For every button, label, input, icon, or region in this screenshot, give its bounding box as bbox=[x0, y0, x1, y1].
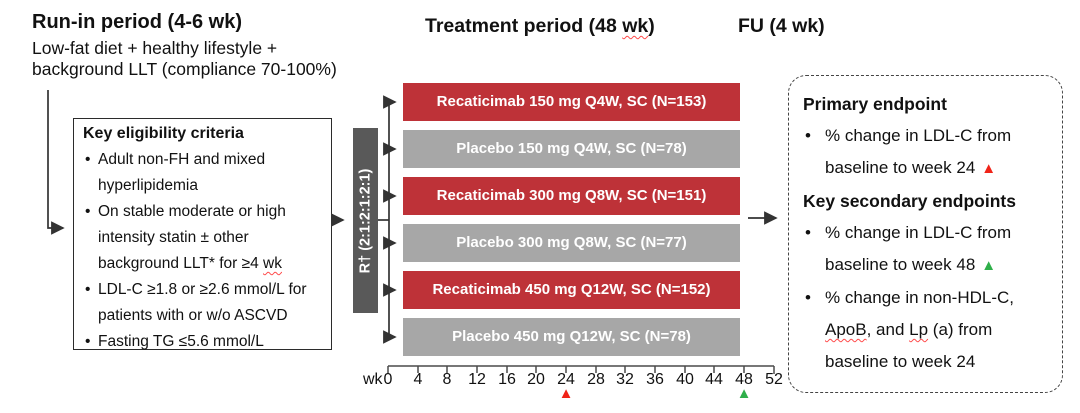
bullet: • bbox=[85, 203, 91, 220]
bullet: • bbox=[85, 333, 91, 350]
week-axis-unit-label: wk bbox=[363, 371, 383, 388]
arm-bar-recaticimab-450: Recaticimab 450 mg Q12W, SC (N=152) bbox=[403, 271, 740, 309]
axis-week-label: 8 bbox=[442, 371, 452, 388]
endpoint-item: •% change in LDL-C from bbox=[789, 120, 1062, 152]
spellcheck-wavy-wk: wk bbox=[263, 255, 282, 272]
runin-to-eligibility-arrow bbox=[47, 90, 65, 235]
eligibility-item: • Adult non-FH and mixed bbox=[74, 147, 331, 173]
bullet: • bbox=[85, 151, 91, 168]
randomization-ratio-label: R† (2:1:2:1:2:1) bbox=[357, 168, 374, 273]
axis-week-label: 52 bbox=[765, 371, 783, 388]
endpoint-item: •% change in non-HDL-C, bbox=[789, 282, 1062, 314]
axis-week-label: 44 bbox=[705, 371, 723, 388]
red-triangle-icon: ▲ bbox=[981, 160, 997, 177]
axis-week-label: 12 bbox=[468, 371, 486, 388]
runin-line2: background LLT (compliance 70-100%) bbox=[32, 59, 337, 79]
axis-week-label: 48 bbox=[735, 371, 753, 388]
arm-bar-recaticimab-300: Recaticimab 300 mg Q8W, SC (N=151) bbox=[403, 177, 740, 215]
secondary-endpoints-title: Key secondary endpoints bbox=[803, 191, 1016, 211]
axis-week-label: 20 bbox=[527, 371, 545, 388]
arm-bar-placebo-300: Placebo 300 mg Q8W, SC (N=77) bbox=[403, 224, 740, 262]
eligibility-item: • Fasting TG ≤5.6 mmol/L bbox=[74, 329, 331, 355]
week48-green-triangle-icon: ▲ bbox=[736, 385, 752, 402]
randomization-box: R† (2:1:2:1:2:1) bbox=[353, 128, 378, 313]
bullet: • bbox=[805, 223, 811, 242]
arm-bar-placebo-450: Placebo 450 mg Q12W, SC (N=78) bbox=[403, 318, 740, 356]
endpoint-item: baseline to week 24 ▲ bbox=[825, 158, 997, 177]
arm-bar-placebo-150: Placebo 150 mg Q4W, SC (N=78) bbox=[403, 130, 740, 168]
bullet: • bbox=[805, 126, 811, 145]
eligibility-item: background LLT* for ≥4 wk bbox=[98, 255, 282, 272]
spellcheck-wavy-wk: wk bbox=[622, 15, 649, 37]
treatment-period-title: Treatment period (48 wk) bbox=[425, 15, 655, 37]
axis-week-label: 24 bbox=[557, 371, 575, 388]
eligibility-item: • LDL-C ≥1.8 or ≥2.6 mmol/L for bbox=[74, 277, 331, 303]
fu-period-title: FU (4 wk) bbox=[738, 15, 825, 37]
axis-week-label: 40 bbox=[676, 371, 694, 388]
eligibility-item: patients with or w/o ASCVD bbox=[98, 307, 288, 324]
endpoint-item: baseline to week 48 ▲ bbox=[825, 255, 997, 274]
bullet: • bbox=[805, 288, 811, 307]
eligibility-item: hyperlipidemia bbox=[98, 177, 198, 194]
eligibility-item: • On stable moderate or high bbox=[74, 199, 331, 225]
endpoints-box: Primary endpoint •% change in LDL-C from… bbox=[788, 75, 1063, 393]
axis-week-label: 28 bbox=[587, 371, 605, 388]
week24-red-triangle-icon: ▲ bbox=[558, 385, 574, 402]
eligibility-item: intensity statin ± other bbox=[98, 229, 249, 246]
arm-bar-recaticimab-150: Recaticimab 150 mg Q4W, SC (N=153) bbox=[403, 83, 740, 121]
endpoint-item: ApoB, and Lp (a) from bbox=[825, 320, 993, 339]
spellcheck-wavy-lp: Lp bbox=[909, 320, 929, 339]
axis-week-label: 32 bbox=[616, 371, 634, 388]
axis-week-label: 16 bbox=[498, 371, 516, 388]
eligibility-title: Key eligibility criteria bbox=[83, 125, 244, 142]
endpoint-item: •% change in LDL-C from bbox=[789, 217, 1062, 249]
primary-endpoint-title: Primary endpoint bbox=[803, 94, 947, 114]
spellcheck-wavy-apob: ApoB bbox=[825, 320, 867, 339]
green-triangle-icon: ▲ bbox=[981, 257, 997, 274]
endpoint-item: baseline to week 24 bbox=[825, 352, 976, 371]
axis-week-label: 4 bbox=[413, 371, 423, 388]
axis-week-label: 36 bbox=[646, 371, 664, 388]
eligibility-criteria-box: Key eligibility criteria • Adult non-FH a… bbox=[73, 118, 332, 350]
axis-week-label: 0 bbox=[383, 371, 393, 388]
bullet: • bbox=[85, 281, 91, 298]
runin-period-title: Run-in period (4-6 wk) bbox=[32, 11, 242, 33]
runin-line1: Low-fat diet + healthy lifestyle + bbox=[32, 38, 278, 58]
